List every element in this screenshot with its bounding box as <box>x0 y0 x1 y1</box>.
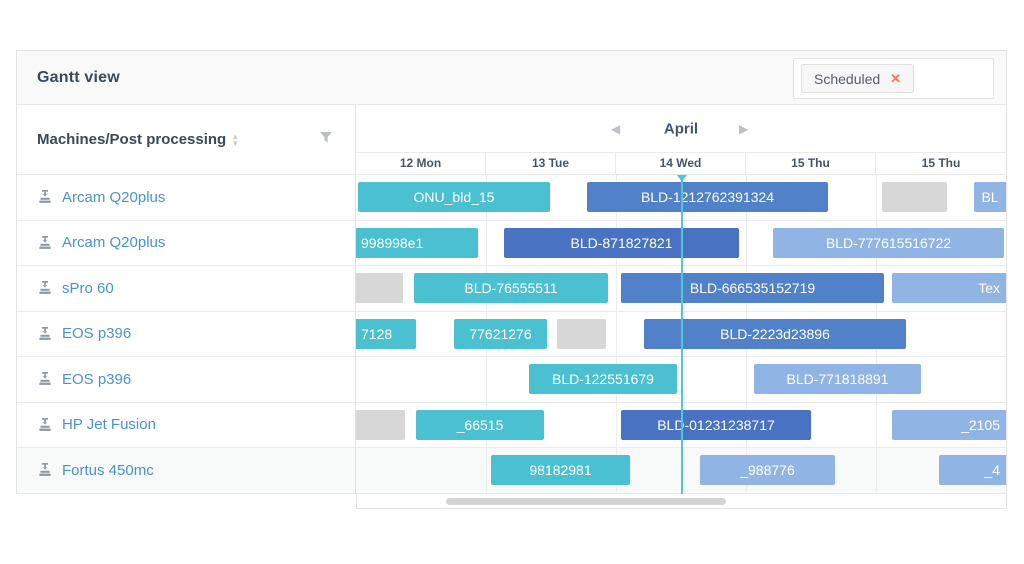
machines-column: Arcam Q20plus Arcam Q20plus sPro 60 EOS … <box>17 175 356 494</box>
gantt-bar[interactable]: BLD-76555511 <box>414 273 608 303</box>
printer-icon <box>39 417 51 431</box>
machines-column-header: Machines/Post processing ▲ ▼ <box>17 105 356 175</box>
filter-icon[interactable] <box>319 131 333 149</box>
grid-line <box>616 175 617 494</box>
printer-icon <box>39 372 51 386</box>
machine-name-link[interactable]: EOS p396 <box>62 370 132 388</box>
gantt-bar-placeholder <box>557 318 606 349</box>
gantt-bar[interactable]: 98182981 <box>491 455 630 485</box>
machine-row: Arcam Q20plus <box>17 175 355 221</box>
gantt-bar[interactable]: 77621276 <box>454 318 547 349</box>
machine-row: EOS p396 <box>17 312 355 357</box>
day-headers-row: 12 Mon 13 Tue 14 Wed 15 Thu 15 Thu <box>356 153 1006 175</box>
machine-name-link[interactable]: sPro 60 <box>62 279 114 297</box>
gantt-bar[interactable]: _2105 <box>892 409 1006 440</box>
machine-name-link[interactable]: HP Jet Fusion <box>62 416 156 434</box>
printer-icon <box>39 281 51 295</box>
gantt-bar[interactable]: BLD-771818891 <box>754 364 921 394</box>
gantt-body: Arcam Q20plus Arcam Q20plus sPro 60 EOS … <box>17 175 1006 494</box>
gantt-bar[interactable]: BLD-01231238717 <box>621 409 811 440</box>
timeline-row: ONU_bld_15 BLD-1212762391324 BL <box>356 175 1006 221</box>
gantt-bar[interactable]: BLD-666535152719 <box>621 273 884 303</box>
machine-row: EOS p396 <box>17 357 355 403</box>
today-marker-icon <box>677 175 687 182</box>
gantt-bar-placeholder <box>356 409 405 440</box>
timeline-row: _66515 BLD-01231238717 _2105 <box>356 403 1006 448</box>
gantt-bar[interactable]: BL <box>974 182 1006 212</box>
timeline-header: ◀ April ▶ 12 Mon 13 Tue 14 Wed 15 Thu 15 Thu <box>356 105 1006 175</box>
page-title: Gantt view <box>37 68 120 86</box>
prev-month-button[interactable]: ◀ <box>611 121 621 136</box>
day-header: 14 Wed <box>616 153 746 174</box>
gantt-bar[interactable]: BLD-777615516722 <box>773 227 1004 258</box>
machine-row: Fortus 450mc <box>17 448 355 494</box>
status-filter-select[interactable]: Scheduled ✕ <box>793 58 994 99</box>
gantt-bar[interactable]: 7128 <box>356 318 416 349</box>
timeline-row: BLD-76555511 BLD-666535152719 Tex <box>356 266 1006 312</box>
machine-name-link[interactable]: Fortus 450mc <box>62 461 154 479</box>
gantt-panel: Gantt view Scheduled ✕ Machines/Post pro… <box>16 50 1007 494</box>
gantt-bar-placeholder <box>882 182 947 212</box>
machine-name-link[interactable]: Arcam Q20plus <box>62 234 166 252</box>
printer-icon <box>39 190 51 204</box>
machine-row: sPro 60 <box>17 266 355 312</box>
printer-icon <box>39 326 51 340</box>
printer-icon <box>39 463 51 477</box>
gantt-bar[interactable]: 998998e1 <box>356 227 478 258</box>
machine-name-link[interactable]: EOS p396 <box>62 325 132 343</box>
panel-title-bar: Gantt view Scheduled ✕ <box>17 51 1006 105</box>
gantt-bar[interactable]: BLD-871827821 <box>504 227 739 258</box>
machines-column-title: Machines/Post processing <box>37 131 227 148</box>
machine-row: HP Jet Fusion <box>17 403 355 448</box>
printer-icon <box>39 235 51 249</box>
filter-chip[interactable]: Scheduled ✕ <box>801 64 915 93</box>
gantt-bar[interactable]: _66515 <box>416 409 544 440</box>
day-header: 15 Thu <box>746 153 876 174</box>
column-header-row: Machines/Post processing ▲ ▼ ◀ April ▶ 12… <box>17 105 1006 175</box>
gantt-bar[interactable]: ONU_bld_15 <box>358 182 550 212</box>
next-month-button[interactable]: ▶ <box>739 121 749 136</box>
day-header: 15 Thu <box>921 156 961 170</box>
gantt-bar-placeholder <box>356 273 403 303</box>
gantt-bar[interactable]: BLD-122551679 <box>529 364 677 394</box>
timeline-row: 7128 77621276 BLD-2223d23896 <box>356 312 1006 357</box>
gantt-bar[interactable]: BLD-2223d23896 <box>644 318 906 349</box>
chip-remove-icon[interactable]: ✕ <box>890 71 902 86</box>
gantt-bar[interactable]: _4 <box>939 455 1006 485</box>
timeline-row: 998998e1 BLD-871827821 BLD-777615516722 <box>356 221 1006 266</box>
day-header: 13 Tue <box>486 153 616 174</box>
day-header: 12 Mon <box>356 153 486 174</box>
filter-chip-label: Scheduled <box>814 70 881 87</box>
timeline-body: ONU_bld_15 BLD-1212762391324 BL 998998e1 BLD… <box>356 175 1006 494</box>
gantt-bar[interactable]: BLD-1212762391324 <box>587 182 828 212</box>
horizontal-scrollbar-track[interactable] <box>356 494 1007 509</box>
month-navigation: ◀ April ▶ <box>356 105 1006 153</box>
gantt-bar[interactable]: Tex <box>892 273 1006 303</box>
sort-icon[interactable]: ▲ ▼ <box>231 131 240 148</box>
today-line <box>681 175 683 494</box>
month-label: April <box>663 120 699 137</box>
machine-row: Arcam Q20plus <box>17 221 355 266</box>
horizontal-scrollbar-thumb[interactable] <box>446 498 726 505</box>
machine-name-link[interactable]: Arcam Q20plus <box>62 188 166 206</box>
gantt-bar[interactable]: _988776 <box>700 455 835 485</box>
